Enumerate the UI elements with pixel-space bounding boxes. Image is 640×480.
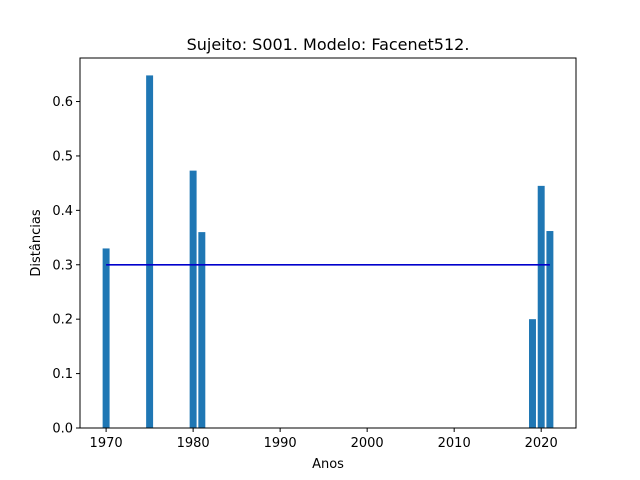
x-tick-label: 2020 bbox=[525, 436, 558, 451]
x-tick-label: 2000 bbox=[351, 436, 384, 451]
bar-2021 bbox=[546, 231, 554, 428]
x-axis-ticks: 1970 1980 1990 2000 2010 2020 bbox=[90, 428, 558, 451]
x-axis-label: Anos bbox=[312, 457, 344, 472]
x-tick-label: 1980 bbox=[177, 436, 210, 451]
y-tick-label: 0.5 bbox=[52, 149, 73, 164]
y-tick-label: 0.2 bbox=[52, 313, 73, 328]
y-tick-label: 0.0 bbox=[52, 422, 73, 437]
y-tick-label: 0.3 bbox=[52, 258, 73, 273]
y-tick-label: 0.4 bbox=[52, 204, 73, 219]
bar-1970 bbox=[102, 248, 110, 428]
y-tick-label: 0.1 bbox=[52, 367, 73, 382]
bar-1981 bbox=[198, 232, 206, 428]
chart-title: Sujeito: S001. Modelo: Facenet512. bbox=[187, 35, 470, 54]
y-tick-label: 0.6 bbox=[52, 95, 73, 110]
x-tick-label: 2010 bbox=[438, 436, 471, 451]
bar-1975 bbox=[146, 75, 154, 428]
plot-frame bbox=[79, 57, 577, 429]
bar-2019 bbox=[529, 319, 536, 428]
bars-group bbox=[102, 75, 554, 428]
bar-1980 bbox=[189, 170, 197, 428]
bar-2020 bbox=[537, 185, 545, 428]
x-tick-label: 1970 bbox=[90, 436, 123, 451]
x-tick-label: 1990 bbox=[264, 436, 297, 451]
y-axis-ticks: 0.0 0.1 0.2 0.3 0.4 0.5 0.6 bbox=[52, 95, 80, 437]
y-axis-label: Distâncias bbox=[29, 209, 44, 276]
